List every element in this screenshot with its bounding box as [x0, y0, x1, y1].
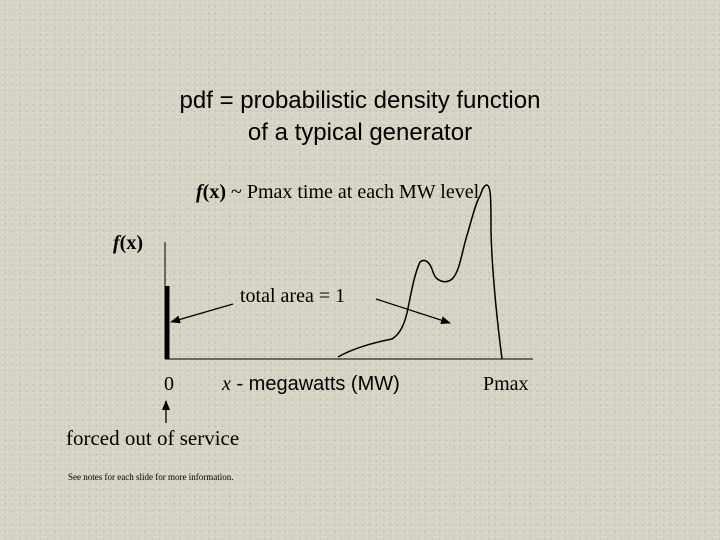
total-area-label: total area = 1 [240, 285, 346, 307]
arrow-to-spike [170, 303, 234, 324]
definition-text: f(x) ~ Pmax time at each MW level [196, 181, 479, 204]
y-label-f: f [113, 232, 120, 254]
x-axis-var: x [222, 373, 231, 395]
y-axis-label: f(x) [113, 232, 143, 255]
definition-rest: ~ Pmax time at each MW level [226, 181, 480, 203]
definition-f: f [196, 181, 203, 203]
footnote: See notes for each slide for more inform… [68, 472, 234, 482]
x-axis-text: - megawatts (MW) [230, 373, 400, 395]
forced-out-label: forced out of service [66, 426, 240, 450]
definition-paren: (x) [202, 181, 226, 203]
y-label-paren: (x) [119, 232, 143, 254]
pmax-label: Pmax [483, 373, 529, 395]
slide-title-line1: pdf = probabilistic density function [179, 87, 541, 114]
x-axis-label: x - megawatts (MW) [222, 373, 400, 396]
x-origin-label: 0 [164, 373, 174, 395]
pdf-curve [337, 184, 503, 360]
arrow-to-curve [375, 298, 451, 325]
slide-title-line2: of a typical generator [247, 119, 473, 146]
